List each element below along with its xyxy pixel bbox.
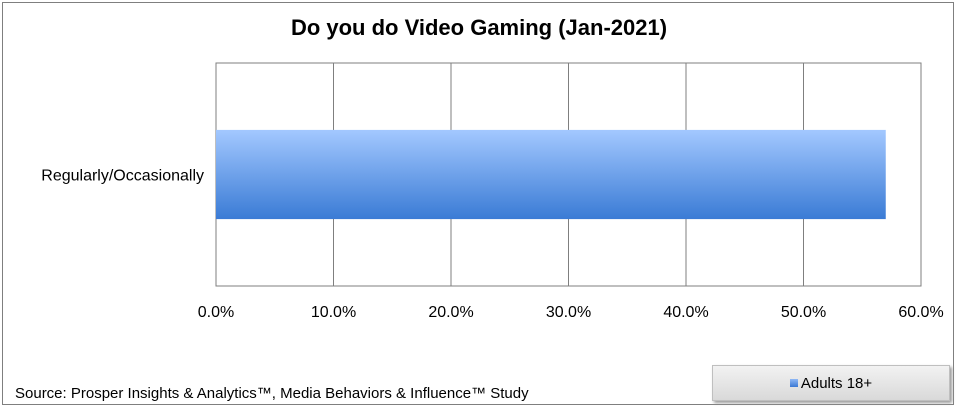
x-tick-label: 0.0% (198, 304, 234, 321)
chart-title: Do you do Video Gaming (Jan-2021) (290, 15, 668, 40)
x-tick-label: 40.0% (663, 304, 708, 321)
legend: Adults 18+ (712, 365, 950, 401)
x-tick-label: 60.0% (898, 304, 943, 321)
x-tick-label: 50.0% (781, 304, 826, 321)
x-tick-label: 30.0% (546, 304, 591, 321)
bar-chart: 0.0% 10.0% 20.0% 30.0% 40.0% 50.0% 60.0% Regula… (41, 62, 944, 321)
source-note: Source: Prosper Insights & Analytics™, M… (15, 385, 529, 402)
category-label: Regularly/Occasionally (41, 168, 204, 185)
x-tick-label: 20.0% (428, 304, 473, 321)
chart-frame: Do you do Video Gaming (Jan-2021) 0.0% 10… (2, 2, 954, 405)
bar (216, 129, 886, 220)
x-tick-label: 10.0% (311, 304, 356, 321)
legend-label: Adults 18+ (800, 374, 873, 392)
legend-swatch (789, 379, 798, 387)
